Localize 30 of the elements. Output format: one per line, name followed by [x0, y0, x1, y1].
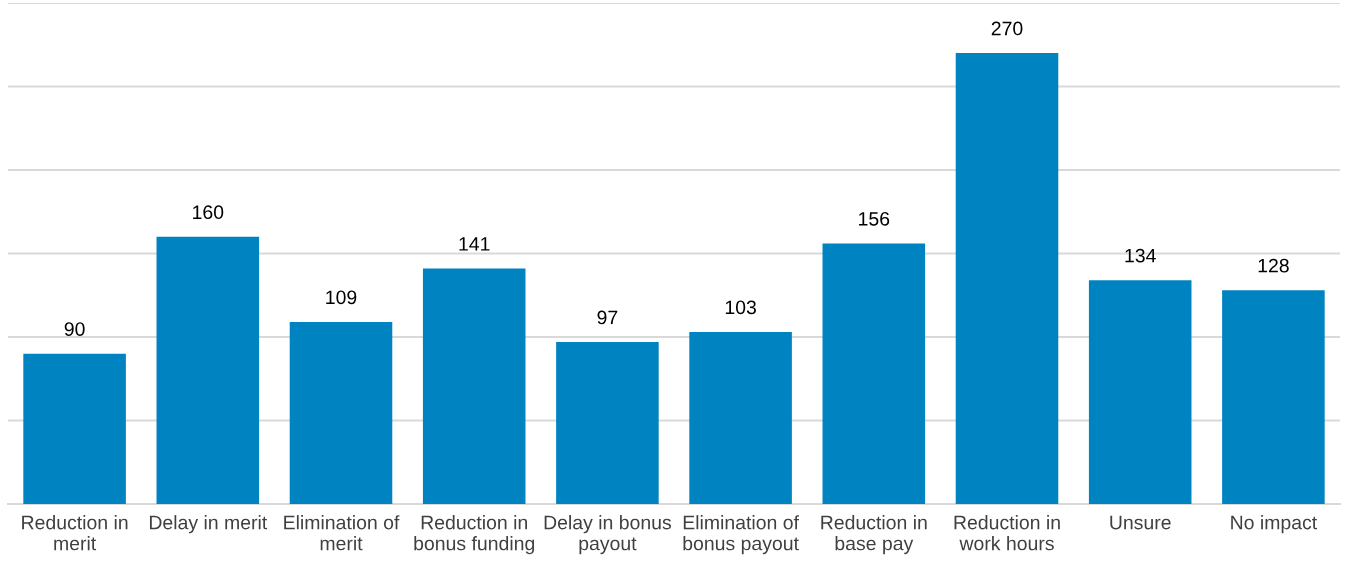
- bar: [689, 331, 792, 504]
- data-label: 156: [859, 211, 890, 226]
- bar: [822, 243, 926, 504]
- data-label: 134: [1125, 248, 1156, 263]
- x-tick-label: Elimination of merit: [284, 515, 400, 551]
- data-label: 160: [193, 205, 224, 220]
- data-label: 90: [64, 322, 85, 336]
- bar: [1088, 280, 1192, 504]
- bar: [156, 236, 260, 504]
- x-tick-label: Reduction in work hours: [954, 515, 1060, 551]
- data-label: 103: [725, 300, 756, 315]
- x-tick-label: Reduction in base pay: [821, 515, 927, 555]
- data-label: 270: [991, 21, 1023, 36]
- bar: [556, 342, 659, 504]
- data-label: 109: [326, 290, 357, 305]
- bar: [422, 268, 526, 504]
- x-tick-label: Delay in bonus payout: [544, 515, 672, 555]
- x-tick-label: Delay in merit: [149, 515, 268, 534]
- x-tick-label: Reduction in merit: [22, 515, 128, 551]
- x-tick-label: Elimination of bonus payout: [683, 515, 799, 555]
- x-tick-label: Reduction in bonus funding: [414, 515, 535, 555]
- x-tick-label: Unsure: [1110, 515, 1171, 530]
- bar: [955, 53, 1059, 504]
- bar: [23, 353, 126, 504]
- data-label: 128: [1258, 258, 1289, 273]
- bar: [289, 321, 393, 504]
- bar: [1222, 290, 1325, 504]
- x-tick-label: No impact: [1231, 515, 1318, 534]
- data-label: 141: [459, 237, 490, 251]
- data-label: 97: [597, 310, 618, 325]
